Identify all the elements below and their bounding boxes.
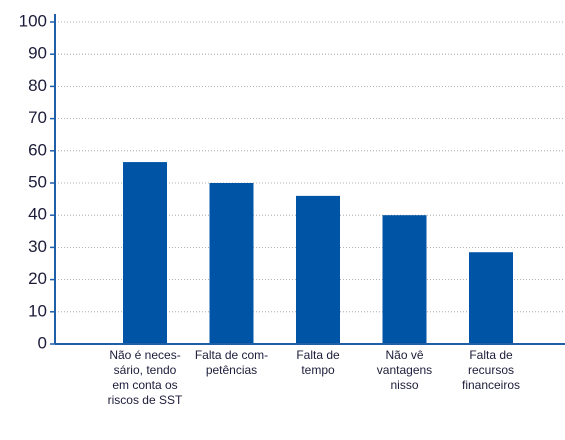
y-tick-label: 80: [28, 76, 47, 95]
x-tick-label: Falta de tempo: [296, 348, 340, 377]
bar: [382, 215, 427, 344]
x-tick-label: Falta de com-petências: [195, 348, 268, 377]
y-tick-label: 30: [28, 237, 47, 256]
y-tick-label: 60: [28, 140, 47, 159]
bar: [296, 195, 340, 344]
y-tick-label: 10: [28, 301, 47, 320]
x-tick-label: Não vê vantagens nisso: [377, 348, 432, 392]
y-tick-label: 90: [28, 44, 47, 63]
x-tick-label: Falta de recursos financeiros: [462, 348, 520, 392]
bar: [209, 183, 254, 344]
y-tick-label: 0: [38, 333, 47, 352]
y-tick-label: 50: [28, 172, 47, 191]
bar: [469, 252, 513, 344]
y-tick-label: 70: [28, 108, 47, 127]
bar: [123, 162, 167, 344]
x-tick-label: Não é neces-sário, tendo em conta os risco…: [108, 348, 183, 407]
y-tick-label: 100: [19, 11, 47, 30]
y-tick-label: 40: [28, 205, 47, 224]
y-tick-label: 20: [28, 269, 47, 288]
